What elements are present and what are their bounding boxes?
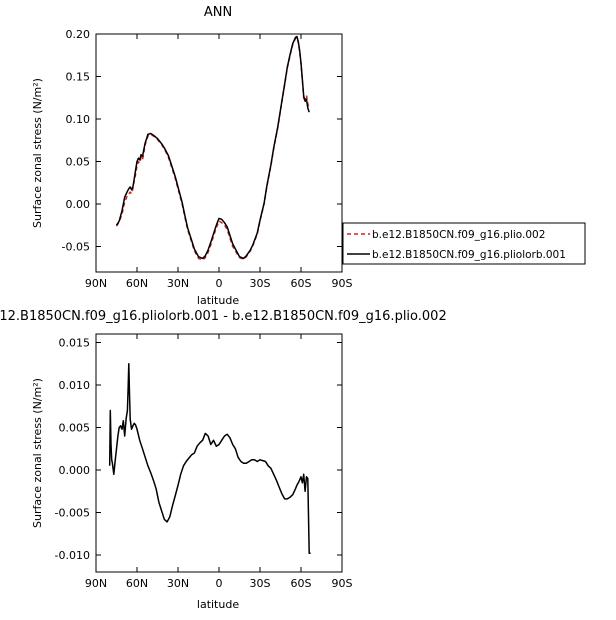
x-tick-label: 0 [216,277,223,290]
x-tick-label: 90N [85,277,107,290]
x-tick-label: 30N [167,277,189,290]
x-tick-label: 0 [216,577,223,590]
y-tick-label: 0.000 [59,464,91,477]
y-tick-label: 0.10 [66,113,91,126]
bottom-y-axis-label: Surface zonal stress (N/m²) [31,378,44,528]
legend-box [342,222,586,265]
series-line-2 [115,35,310,260]
series-line-1 [115,36,310,261]
top-plot-frame [95,33,343,273]
bottom-x-axis-label: latitude [197,598,239,611]
y-tick-label: -0.05 [62,241,90,254]
x-tick-label: 30S [250,277,271,290]
y-tick-label: 0.20 [66,28,91,41]
bottom-chart-title: b.e12.B1850CN.f09_g16.pliolorb.001 - b.e… [0,309,447,324]
x-tick-label: 30N [167,577,189,590]
series-line-1 [108,363,311,555]
legend-label-series-1: b.e12.B1850CN.f09_g16.plio.002 [372,229,545,241]
top-series-lines [115,35,310,261]
bottom-x-ticks: 90N 60N 30N 0 30S 60S 90S [85,334,353,590]
y-tick-label: -0.010 [55,549,90,562]
bottom-series-lines [108,363,311,555]
bottom-panel: b.e12.B1850CN.f09_g16.pliolorb.001 - b.e… [0,309,447,611]
y-tick-label: 0.010 [59,379,91,392]
x-tick-label: 90S [332,277,353,290]
x-tick-label: 60S [291,577,312,590]
x-tick-label: 60S [291,277,312,290]
bottom-plot-frame [95,333,343,573]
top-y-axis-label: Surface zonal stress (N/m²) [31,78,44,228]
x-tick-label: 90N [85,577,107,590]
y-tick-label: 0.005 [59,422,91,435]
y-tick-label: 0.00 [66,198,91,211]
x-tick-label: 30S [250,577,271,590]
bottom-y-ticks: -0.010 -0.005 0.000 0.005 0.010 0.015 [55,337,342,562]
top-x-ticks: 90N 60N 30N 0 30S 60S 90S [85,34,353,290]
top-chart-title: ANN [204,5,232,20]
y-tick-label: 0.15 [66,71,91,84]
x-tick-label: 90S [332,577,353,590]
top-panel: ANN -0.05 0.00 0.05 0.10 0.15 0.20 90N 60N 30N 0… [31,5,586,307]
x-tick-label: 60N [126,277,148,290]
x-tick-label: 60N [126,577,148,590]
legend: b.e12.B1850CN.f09_g16.plio.002 b.e12.B18… [342,222,586,265]
legend-label-series-2: b.e12.B1850CN.f09_g16.pliolorb.001 [372,249,566,261]
top-y-ticks: -0.05 0.00 0.05 0.10 0.15 0.20 [62,28,342,254]
y-tick-label: -0.005 [55,507,90,520]
y-tick-label: 0.015 [59,337,91,350]
y-tick-label: 0.05 [66,156,91,169]
top-x-axis-label: latitude [197,294,239,307]
